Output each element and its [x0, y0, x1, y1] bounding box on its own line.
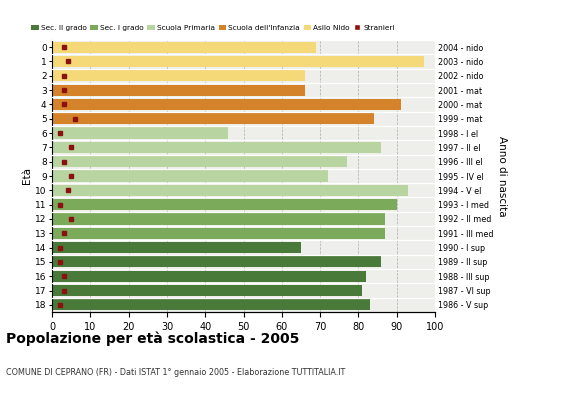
- Bar: [52, 242, 301, 253]
- Bar: [52, 256, 382, 268]
- Bar: [52, 299, 370, 310]
- Bar: [52, 142, 382, 153]
- Bar: [52, 113, 374, 124]
- Y-axis label: Anno di nascita: Anno di nascita: [498, 136, 508, 216]
- Bar: [52, 185, 408, 196]
- Bar: [52, 156, 347, 167]
- Bar: [52, 213, 385, 224]
- Bar: [52, 70, 305, 81]
- Y-axis label: Età: Età: [23, 168, 32, 184]
- Bar: [52, 285, 362, 296]
- Bar: [52, 84, 305, 96]
- Bar: [52, 56, 423, 67]
- Bar: [52, 170, 328, 182]
- Legend: Sec. II grado, Sec. I grado, Scuola Primaria, Scuola dell'Infanzia, Asilo Nido, : Sec. II grado, Sec. I grado, Scuola Prim…: [28, 22, 397, 34]
- Bar: [52, 228, 385, 239]
- Bar: [52, 271, 366, 282]
- Bar: [52, 99, 401, 110]
- Bar: [52, 128, 229, 139]
- Bar: [52, 42, 316, 53]
- Text: COMUNE DI CEPRANO (FR) - Dati ISTAT 1° gennaio 2005 - Elaborazione TUTTITALIA.IT: COMUNE DI CEPRANO (FR) - Dati ISTAT 1° g…: [6, 368, 345, 377]
- Bar: [52, 199, 397, 210]
- Text: Popolazione per età scolastica - 2005: Popolazione per età scolastica - 2005: [6, 332, 299, 346]
